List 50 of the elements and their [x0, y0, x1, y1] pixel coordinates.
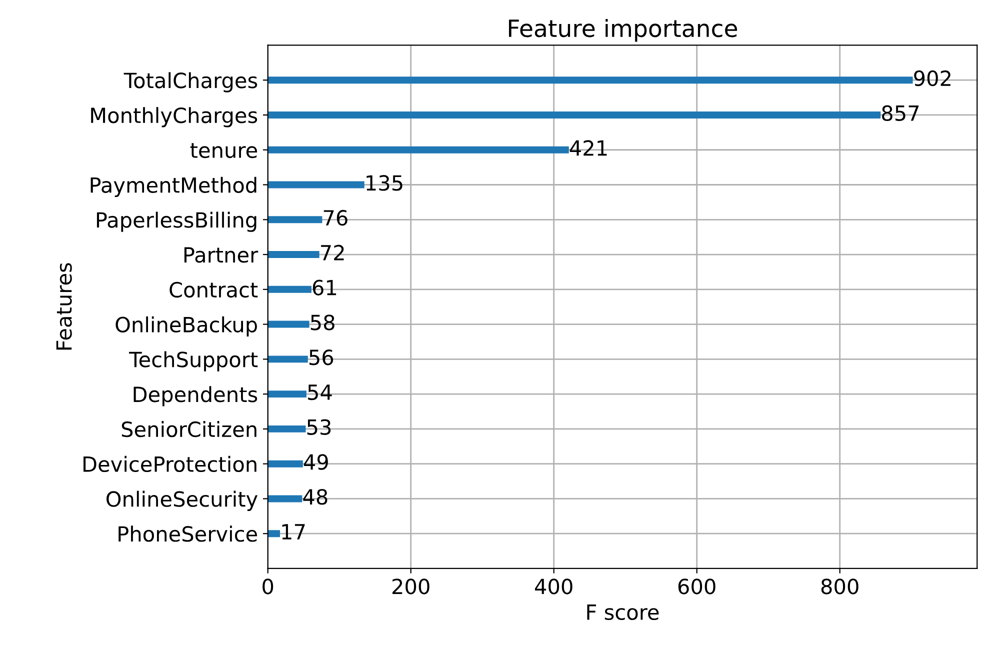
y-tick-label: DeviceProtection: [84, 456, 256, 472]
bar: [268, 530, 280, 538]
x-tick-label: 0: [262, 578, 274, 594]
y-tick-label: OnlineBackup: [116, 316, 257, 337]
data-label: 61: [312, 280, 336, 296]
bar: [268, 495, 302, 502]
y-tick-label: Contract: [170, 282, 258, 298]
data-label: 72: [321, 244, 344, 260]
y-tick-label: PaymentMethod: [90, 176, 256, 198]
x-tick-label: 800: [821, 578, 858, 594]
bar: [268, 216, 322, 224]
bar: [268, 425, 306, 432]
chart-title: Feature importance: [508, 18, 738, 42]
y-tick-label: MonthlyCharges: [91, 107, 258, 128]
y-tick-label: PaperlessBilling: [96, 212, 256, 232]
y-tick-label: SeniorCitizen: [122, 421, 256, 438]
data-label: 49: [304, 454, 328, 470]
bar: [268, 286, 312, 293]
data-label: 48: [303, 489, 328, 505]
bar: [268, 181, 364, 188]
bar: [268, 76, 913, 84]
bar: [268, 356, 308, 363]
data-label: 17: [282, 524, 305, 540]
data-label: 421: [570, 140, 607, 156]
data-label: 58: [310, 314, 334, 330]
data-label: 76: [324, 210, 348, 226]
data-label: 902: [914, 70, 950, 86]
x-tick-label: 600: [678, 578, 716, 594]
y-tick-label: Partner: [184, 247, 258, 263]
bar: [268, 390, 306, 398]
y-tick-label: Dependents: [134, 386, 258, 406]
bar: [268, 251, 320, 258]
data-label: 53: [307, 419, 331, 435]
data-label: 857: [882, 105, 919, 122]
y-tick-label: tenure: [190, 143, 258, 158]
bar: [268, 320, 310, 328]
bar: [268, 146, 569, 154]
x-tick-label: 400: [534, 578, 572, 594]
bar: [268, 460, 303, 468]
x-tick-label: 200: [392, 578, 430, 594]
data-label: 54: [308, 384, 332, 400]
data-label: 56: [309, 349, 334, 366]
x-axis-title: F score: [587, 604, 659, 620]
y-axis-title: Features: [56, 263, 72, 350]
data-label: 135: [366, 175, 402, 191]
y-tick-label: TotalCharges: [124, 72, 258, 92]
y-tick-label: PhoneService: [118, 526, 258, 542]
bar: [268, 112, 881, 118]
y-tick-label: OnlineSecurity: [106, 490, 258, 511]
y-tick-label: TechSupport: [129, 351, 258, 372]
